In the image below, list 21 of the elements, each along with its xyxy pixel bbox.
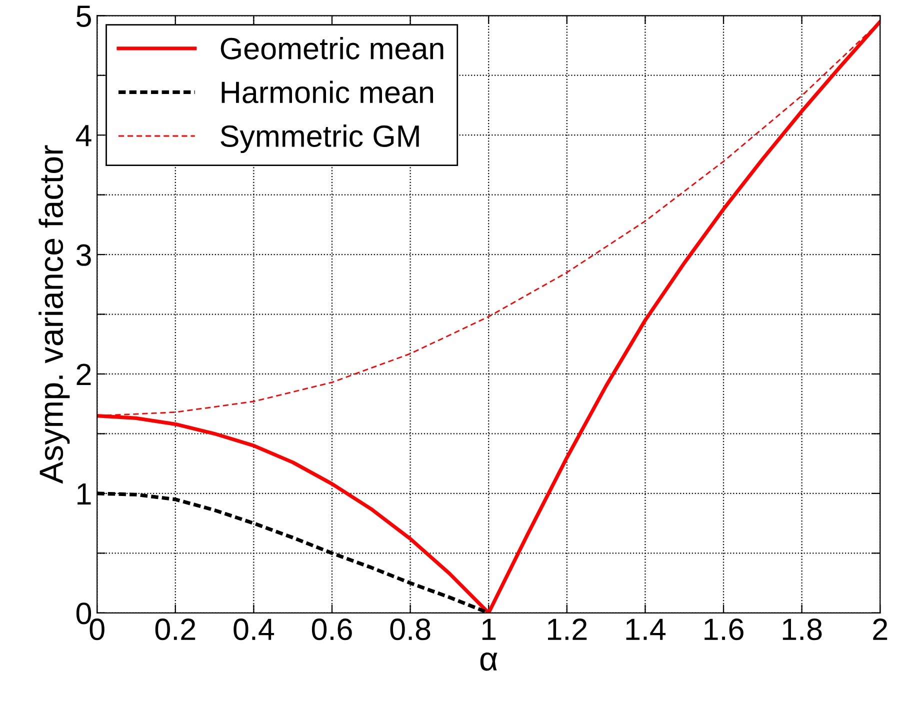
legend-label: Symmetric GM <box>220 124 419 154</box>
x-tick-label: 1.4 <box>626 618 666 640</box>
legend-label: Geometric mean <box>220 37 444 60</box>
x-tick-label: 1.2 <box>548 618 587 640</box>
y-axis-title: Asymp. variance factor <box>38 145 70 484</box>
x-tick-label: 2 <box>873 618 888 640</box>
x-tick-label: 0.8 <box>390 618 430 640</box>
y-tick-label: 4 <box>76 125 92 146</box>
x-tick-label: 0.6 <box>312 618 352 640</box>
y-tick-label: 5 <box>76 6 91 28</box>
x-tick-label: 1 <box>482 618 496 640</box>
y-tick-label: 2 <box>76 364 91 386</box>
y-tick-label: 0 <box>76 602 92 624</box>
x-tick-label: 0.4 <box>234 618 274 640</box>
x-tick-label: 0.2 <box>155 618 196 640</box>
x-axis-title: α <box>480 652 498 671</box>
y-tick-label: 1 <box>78 483 91 505</box>
x-tick-label: 1.8 <box>782 618 822 640</box>
y-tick-label: 3 <box>76 244 91 266</box>
x-tick-label: 1.6 <box>704 618 744 640</box>
legend-label: Harmonic mean <box>222 80 433 104</box>
